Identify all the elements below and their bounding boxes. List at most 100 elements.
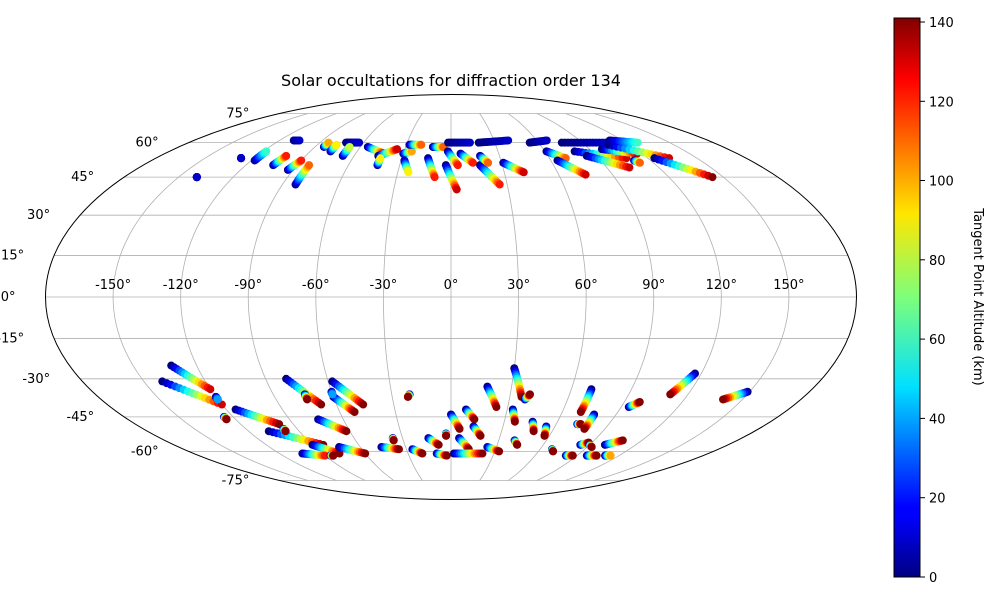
longitude-tick-label: -30° xyxy=(370,278,398,293)
meridian-gridline xyxy=(565,113,722,481)
track-point xyxy=(237,154,246,163)
track-point xyxy=(495,447,504,456)
longitude-tick-labels: -150° -120° -90° -60° -30° 0° 30° 60° 90° 120° 150… xyxy=(95,278,804,293)
track-point xyxy=(519,168,528,177)
occultation-track xyxy=(528,417,538,436)
occultation-track xyxy=(373,154,385,170)
track-point xyxy=(393,145,402,154)
colorbar-label: Tangent Point Altitude (km) xyxy=(970,207,985,385)
track-point xyxy=(434,440,443,449)
latitude-tick-label: -75° xyxy=(222,474,250,489)
occultation-track xyxy=(291,161,314,189)
occultation-track xyxy=(319,138,333,151)
latitude-tick-label: 0° xyxy=(1,290,16,305)
track-point xyxy=(376,154,385,163)
occultation-track xyxy=(499,158,528,177)
occultation-track xyxy=(582,151,634,172)
longitude-tick-label: -90° xyxy=(234,278,262,293)
track-point xyxy=(305,161,314,170)
track-point xyxy=(484,158,493,167)
longitude-tick-label: -60° xyxy=(302,278,330,293)
occultation-track xyxy=(405,140,426,149)
longitude-tick-label: 30° xyxy=(507,278,530,293)
occultation-track xyxy=(298,449,329,460)
track-point xyxy=(633,138,642,147)
occultation-track xyxy=(580,410,599,433)
occultation-track xyxy=(469,422,485,440)
track-point xyxy=(476,431,485,440)
track-point xyxy=(635,398,644,407)
occultation-track xyxy=(237,154,246,163)
occultation-track xyxy=(456,149,477,167)
occultation-track xyxy=(510,436,522,449)
track-point xyxy=(328,390,337,399)
track-point xyxy=(468,158,477,167)
occultation-track xyxy=(576,385,596,416)
track-point xyxy=(592,451,601,460)
track-point xyxy=(317,400,326,409)
track-point xyxy=(332,140,341,149)
occultation-track xyxy=(408,445,427,458)
colorbar-tick-label: 120 xyxy=(929,95,954,110)
occultation-track xyxy=(328,377,368,409)
occultation-track xyxy=(327,387,337,399)
track-point xyxy=(418,449,427,458)
track-point xyxy=(282,151,291,160)
longitude-tick-label: 0° xyxy=(444,278,459,293)
occultation-track xyxy=(719,387,752,404)
occultation-track xyxy=(483,382,501,412)
track-point xyxy=(635,158,644,167)
track-point xyxy=(403,392,412,401)
track-point xyxy=(492,403,501,412)
track-point xyxy=(606,451,615,460)
occultation-track xyxy=(442,429,451,440)
occultation-track xyxy=(428,142,448,151)
colorbar-gradient xyxy=(893,17,921,578)
track-point xyxy=(568,451,577,460)
track-point xyxy=(206,385,215,394)
track-point xyxy=(549,447,558,456)
track-point xyxy=(542,136,551,145)
occultation-track xyxy=(548,445,558,456)
colorbar-tick-label: 80 xyxy=(929,254,946,269)
track-point xyxy=(404,168,413,177)
occultation-track xyxy=(403,390,414,401)
occultation-track xyxy=(582,451,601,460)
map-outline xyxy=(45,94,857,500)
longitude-tick-label: -120° xyxy=(163,278,199,293)
occultation-tracks xyxy=(158,136,752,460)
occultation-track xyxy=(377,443,403,454)
colorbar-tick-label: 60 xyxy=(929,333,946,348)
latitude-tick-label: 60° xyxy=(136,136,159,151)
occultation-track xyxy=(449,449,487,458)
track-point xyxy=(452,185,461,194)
occultation-track xyxy=(630,156,644,167)
track-point xyxy=(295,136,304,145)
meridian-gridline xyxy=(180,113,337,481)
track-point xyxy=(417,140,426,149)
track-point xyxy=(625,163,634,172)
occultation-track xyxy=(329,392,359,416)
occultation-track xyxy=(220,412,231,424)
occultation-track xyxy=(424,154,439,182)
track-point xyxy=(581,170,590,179)
longitude-tick-label: 150° xyxy=(773,278,804,293)
track-point xyxy=(213,395,222,404)
occultation-track xyxy=(432,449,451,460)
occultation-track xyxy=(399,147,416,158)
occultation-track xyxy=(279,424,290,436)
meridian-gridline xyxy=(112,113,309,481)
track-point xyxy=(320,451,329,460)
occultation-track xyxy=(650,154,717,182)
latitude-tick-label: -30° xyxy=(22,372,50,387)
track-point xyxy=(587,443,596,452)
occultation-track xyxy=(335,443,370,458)
track-point xyxy=(389,436,398,445)
track-point xyxy=(395,445,403,454)
occultation-track xyxy=(443,147,462,170)
colorbar-tick-label: 40 xyxy=(929,412,946,427)
meridian-gridline xyxy=(507,113,587,481)
track-point xyxy=(329,451,338,460)
latitude-tick-label: 75° xyxy=(226,107,249,122)
longitude-tick-label: 60° xyxy=(575,278,598,293)
